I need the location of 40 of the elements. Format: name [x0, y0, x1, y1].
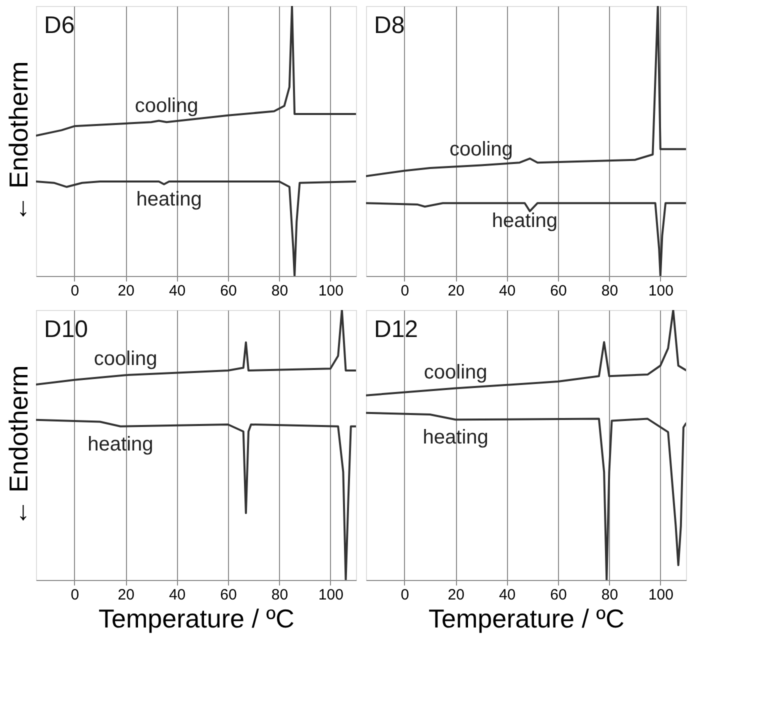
x-tick-label: 60 [550, 586, 567, 604]
x-tick-label: 60 [550, 282, 567, 300]
x-tick-label: 80 [271, 586, 288, 604]
x-tick-label: 100 [648, 586, 674, 604]
x-tick-label: 60 [220, 586, 237, 604]
x-tick-label: 0 [400, 282, 410, 300]
x-tick-label: 100 [318, 282, 344, 300]
x-tick-label: 60 [220, 282, 237, 300]
series-label: cooling [424, 361, 488, 384]
series-label: heating [492, 210, 558, 232]
x-tick-label: 0 [400, 586, 410, 604]
x-tick-label: 80 [601, 282, 618, 300]
x-tick-label: 80 [601, 586, 618, 604]
x-tick-label: 20 [118, 586, 134, 604]
y-axis-title: ← Endotherm [4, 365, 34, 526]
chart-title: D10 [44, 316, 88, 343]
chart-title: D12 [374, 316, 418, 343]
x-tick-label: 40 [168, 282, 186, 300]
chart-title: D8 [374, 12, 405, 39]
series-label: cooling [450, 138, 513, 160]
x-tick-label: 40 [498, 282, 516, 300]
x-tick-label: 100 [318, 586, 344, 604]
series-label: cooling [94, 348, 158, 370]
x-axis-title: Temperature / ºC [98, 604, 294, 634]
chart-title: D6 [44, 12, 75, 39]
x-tick-label: 20 [448, 282, 464, 300]
x-axis-title: Temperature / ºC [428, 604, 624, 634]
x-tick-label: 20 [118, 282, 134, 300]
x-tick-label: 40 [498, 586, 516, 604]
x-tick-label: 40 [168, 586, 186, 604]
x-tick-label: 80 [271, 282, 288, 300]
x-tick-label: 0 [70, 586, 80, 604]
series-label: heating [422, 426, 488, 449]
x-tick-label: 0 [70, 282, 80, 300]
series-label: heating [88, 433, 154, 456]
x-tick-label: 100 [648, 282, 674, 300]
series-label: heating [136, 188, 202, 210]
y-axis-title: ← Endotherm [4, 61, 34, 222]
series-label: cooling [134, 95, 198, 118]
x-tick-label: 20 [448, 586, 464, 604]
